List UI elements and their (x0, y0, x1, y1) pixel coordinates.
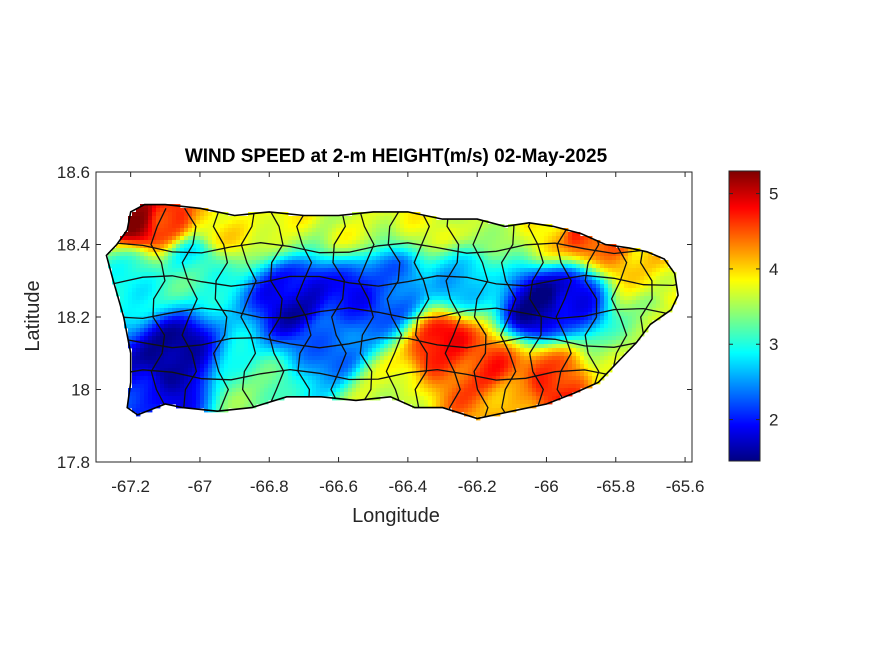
x-tick-label: -66 (534, 477, 559, 496)
y-tick-label: 18.4 (57, 236, 90, 255)
colorbar-tick-label: 4 (769, 260, 778, 279)
colorbar-tick-label: 5 (769, 185, 778, 204)
colorbar-tick-label: 3 (769, 335, 778, 354)
x-tick-label: -65.8 (596, 477, 635, 496)
plot-area (95, 171, 693, 463)
x-tick-label: -66.6 (319, 477, 358, 496)
y-tick-label: 18.2 (57, 308, 90, 327)
x-axis: -67.2 -67 -66.8 -66.6 -66.4 -66.2 -66 -65.8 -65.… (111, 172, 704, 496)
y-tick-label: 18.6 (57, 163, 90, 182)
x-tick-label: -65.6 (666, 477, 705, 496)
wind-field (108, 204, 677, 421)
y-tick-label: 17.8 (57, 453, 90, 472)
x-axis-label: Longitude (352, 505, 440, 527)
chart-title: WIND SPEED at 2-m HEIGHT(m/s) 02-May-202… (185, 146, 608, 167)
colorbar-gradient (729, 171, 760, 462)
colorbar-ticks: 2 3 4 5 (729, 185, 778, 430)
x-tick-label: -67 (188, 477, 213, 496)
colorbar: 2 3 4 5 (728, 170, 778, 462)
y-axis-label: Latitude (22, 280, 44, 351)
colorbar-tick-label: 2 (769, 411, 778, 430)
coastline (105, 203, 679, 420)
x-tick-label: -66.2 (458, 477, 497, 496)
x-tick-label: -66.4 (388, 477, 427, 496)
x-tick-label: -67.2 (111, 477, 150, 496)
colorbar-frame (728, 170, 761, 462)
y-tick-label: 18 (71, 381, 90, 400)
x-tick-label: -66.8 (250, 477, 289, 496)
y-axis: 17.8 18 18.2 18.4 18.6 (57, 163, 692, 472)
